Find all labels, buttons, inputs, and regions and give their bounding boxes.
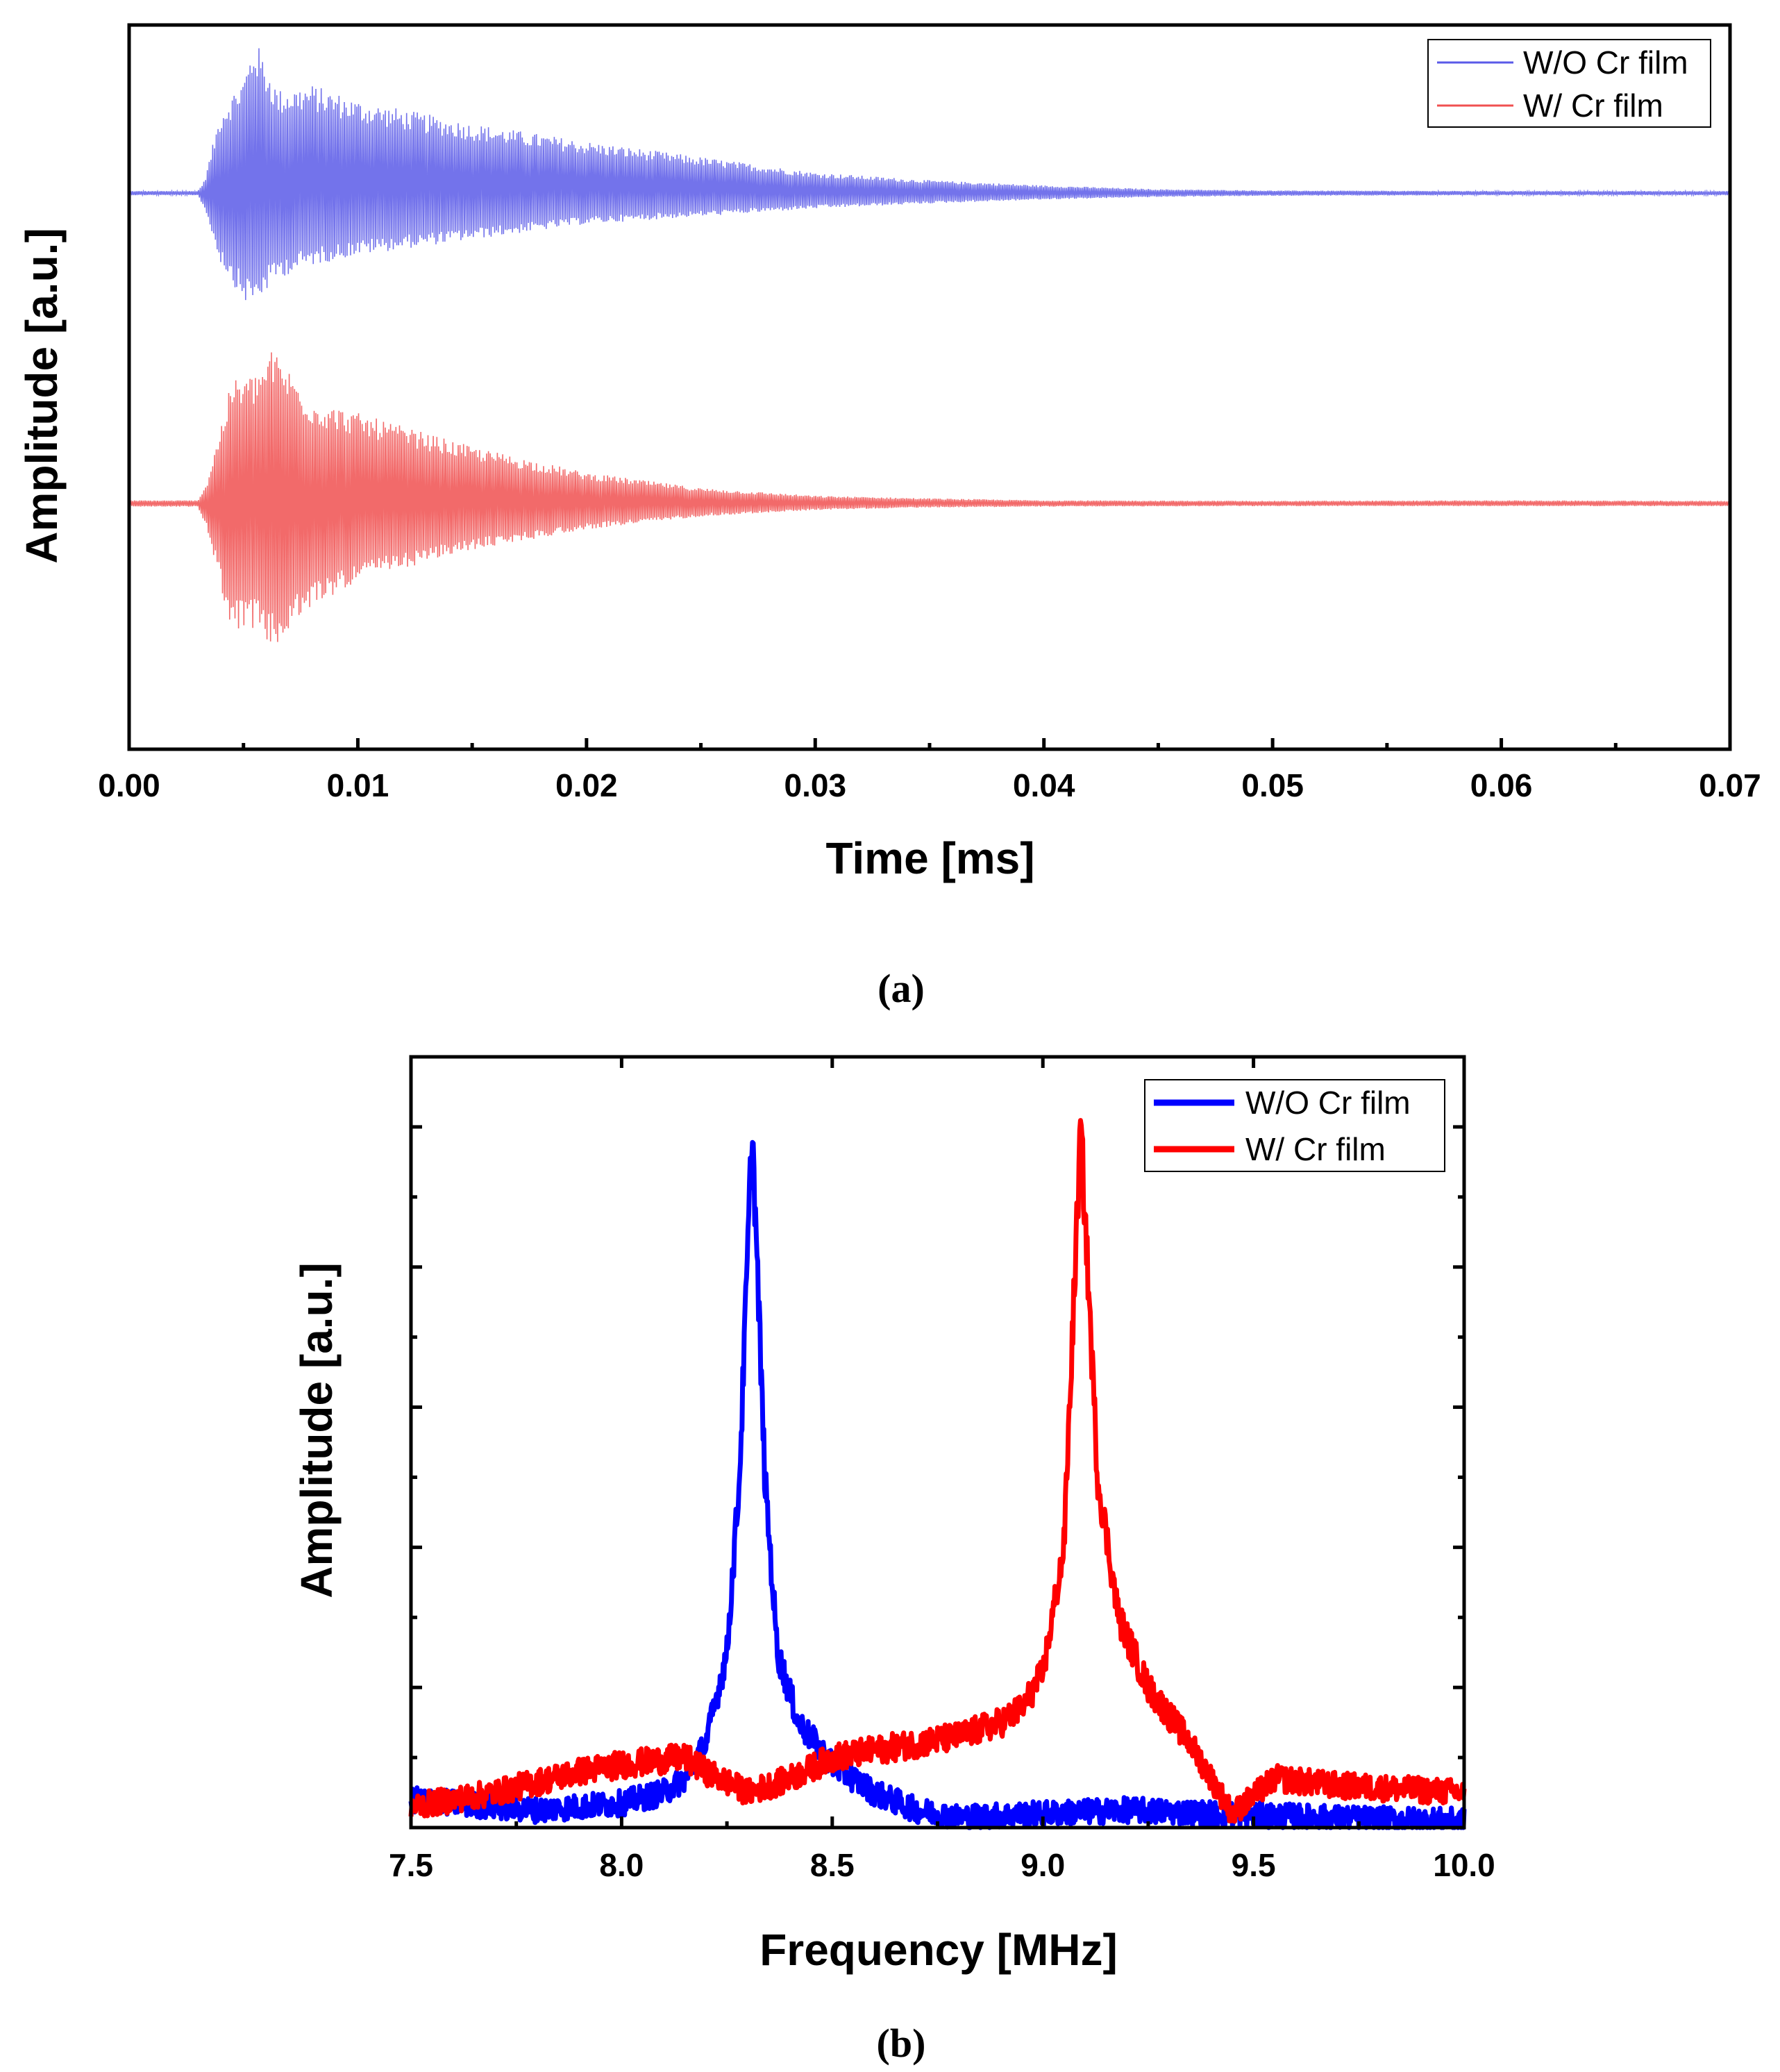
panel-b-x-tick-label: 10.0 bbox=[1433, 1847, 1495, 1883]
panel-b-x-tick-label: 9.0 bbox=[1021, 1847, 1065, 1883]
panel-a-x-tick-label: 0.05 bbox=[1241, 767, 1304, 803]
panel-a-x-tick-label: 0.07 bbox=[1699, 767, 1761, 803]
panel-a-series-w-cr-line bbox=[128, 352, 1731, 642]
panel-b-x-ticks: 7.5 8.0 8.5 9.0 9.5 10.0 bbox=[389, 1057, 1495, 1883]
panel-a-y-axis-label: Amplitude [a.u.] bbox=[17, 228, 67, 564]
panel-a-x-tick-label: 0.06 bbox=[1470, 767, 1533, 803]
panel-b-plot-frame bbox=[409, 1055, 1466, 1830]
panel-b-x-tick-label: 7.5 bbox=[389, 1847, 433, 1883]
panel-a-x-tick-label: 0.00 bbox=[98, 767, 160, 803]
panel-a-x-tick-label: 0.02 bbox=[555, 767, 618, 803]
panel-b-y-ticks bbox=[411, 1125, 1464, 1760]
panel-b-x-axis-label: Frequency [MHz] bbox=[759, 1925, 1118, 1975]
panel-a-x-tick-label: 0.01 bbox=[327, 767, 389, 803]
panel-b-legend-label-wo-cr: W/O Cr film bbox=[1245, 1085, 1411, 1121]
panel-b-y-axis-label: Amplitude [a.u.] bbox=[292, 1262, 342, 1598]
panel-b-label: (b) bbox=[877, 2021, 926, 2066]
panel-b-frequency-domain: 7.5 8.0 8.5 9.0 9.5 10.0 Frequency [MHz] Ampl… bbox=[292, 1055, 1495, 2066]
panel-b-legend-box bbox=[1144, 1079, 1445, 1172]
panel-a-traces bbox=[128, 48, 1731, 642]
panel-b-series-wo-cr-line bbox=[408, 1139, 1467, 1830]
panel-a-x-tick-label: 0.03 bbox=[784, 767, 847, 803]
panel-b-x-tick-label: 8.5 bbox=[810, 1847, 855, 1883]
panel-b-series-w-cr-line bbox=[408, 1118, 1467, 1824]
panel-a-legend: W/O Cr film W/ Cr film bbox=[1427, 39, 1711, 128]
panel-a-x-axis-label: Time [ms] bbox=[825, 833, 1034, 883]
panel-b-traces bbox=[408, 1118, 1467, 1830]
panel-a-x-tick-label: 0.04 bbox=[1013, 767, 1075, 803]
panel-b-x-tick-label: 9.5 bbox=[1232, 1847, 1276, 1883]
panel-b-x-tick-label: 8.0 bbox=[599, 1847, 644, 1883]
panel-b-legend: W/O Cr film W/ Cr film bbox=[1144, 1079, 1445, 1172]
panel-a-time-domain: 0.00 0.01 0.02 0.03 0.04 0.05 0.06 0.07 Time [m… bbox=[17, 23, 1761, 1011]
panel-a-x-ticks: 0.00 0.01 0.02 0.03 0.04 0.05 0.06 0.07 bbox=[98, 738, 1761, 803]
panel-a-legend-box bbox=[1427, 39, 1711, 128]
panel-a-label: (a) bbox=[878, 966, 925, 1011]
panel-a-series-wo-cr-line bbox=[128, 48, 1731, 301]
panel-a-legend-label-wo-cr: W/O Cr film bbox=[1523, 44, 1688, 81]
panel-a-legend-label-w-cr: W/ Cr film bbox=[1523, 87, 1663, 124]
panel-b-legend-label-w-cr: W/ Cr film bbox=[1245, 1131, 1386, 1167]
